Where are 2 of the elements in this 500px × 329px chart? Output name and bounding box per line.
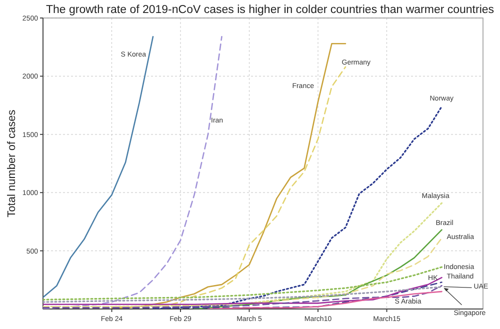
y-axis-title: Total number of cases <box>6 109 18 218</box>
chart-title: The growth rate of 2019-nCoV cases is higher in colder countries than warmer countries <box>46 4 494 16</box>
